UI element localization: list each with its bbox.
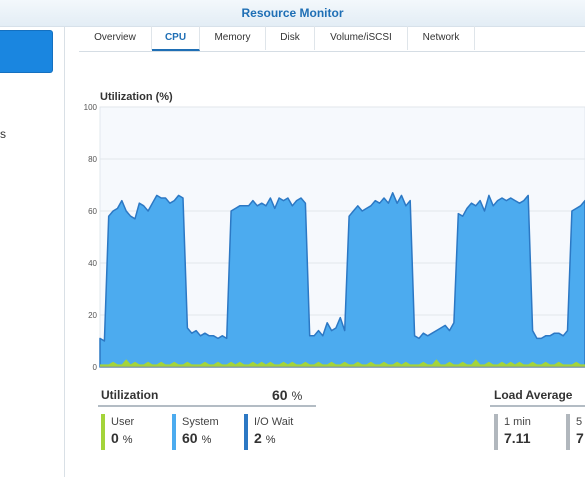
utilization-total-unit: %: [291, 389, 303, 403]
y-tick-label: 80: [88, 155, 97, 164]
tab-overview[interactable]: Overview: [79, 26, 152, 50]
user-color-bar: [101, 414, 105, 450]
sidebar-item-label[interactable]: s: [0, 127, 6, 141]
load-5min-value: 7: [576, 430, 584, 446]
utilization-divider: [98, 405, 316, 407]
metric-io-wait-value: 2%: [254, 430, 276, 446]
metric-system-unit: %: [201, 434, 212, 446]
load-1min: 1 min 7.11: [494, 414, 564, 450]
metric-user-label: User: [111, 416, 135, 428]
metric-io-wait-unit: %: [265, 434, 276, 446]
load-1min-bar: [494, 414, 498, 450]
utilization-total-value: 60: [272, 387, 288, 403]
load-5min-bar: [566, 414, 570, 450]
tab-volume-iscsi[interactable]: Volume/iSCSI: [315, 26, 408, 50]
load-1min-value: 7.11: [504, 430, 531, 446]
tab-cpu[interactable]: CPU: [152, 26, 200, 51]
metric-user-value: 0%: [111, 430, 133, 446]
y-tick-label: 60: [88, 207, 97, 216]
window-titlebar: Resource Monitor: [0, 0, 585, 27]
load-average-divider: [490, 405, 585, 407]
utilization-total: 60%: [272, 387, 302, 403]
utilization-title: Utilization: [101, 388, 159, 402]
system-color-bar: [172, 414, 176, 450]
metric-system-label: System: [182, 416, 219, 428]
y-tick-label: 40: [88, 259, 97, 268]
y-tick-label: 100: [84, 103, 98, 112]
metric-system-number: 60: [182, 430, 198, 446]
metric-system: System 60%: [172, 414, 242, 450]
metric-io-wait-number: 2: [254, 430, 262, 446]
metric-system-value: 60%: [182, 430, 211, 446]
tab-memory[interactable]: Memory: [200, 26, 266, 50]
load-5min-label: 5: [576, 416, 583, 428]
metric-io-wait-label: I/O Wait: [254, 416, 294, 428]
series-system-area: [99, 192, 585, 368]
metric-user-unit: %: [122, 434, 133, 446]
y-tick-label: 20: [88, 311, 97, 320]
load-5min: 5 7: [566, 414, 585, 450]
series-user-area: [100, 359, 585, 367]
metric-io-wait: I/O Wait 2%: [244, 414, 314, 450]
io-wait-color-bar: [244, 414, 248, 450]
sidebar-active-item[interactable]: [0, 30, 53, 73]
tab-network[interactable]: Network: [408, 26, 475, 50]
sidebar: s: [0, 27, 65, 477]
load-average-title: Load Average: [494, 388, 573, 402]
load-1min-label: 1 min: [504, 416, 531, 428]
metric-user: User 0%: [101, 414, 171, 450]
y-tick-label: 0: [93, 363, 98, 372]
tab-disk[interactable]: Disk: [266, 26, 315, 50]
window-title: Resource Monitor: [241, 6, 344, 20]
tab-bar: Overview CPU Memory Disk Volume/iSCSI Ne…: [79, 26, 585, 52]
chart-title: Utilization (%): [100, 91, 173, 103]
cpu-utilization-chart: 0 20 40 60 80 100: [84, 103, 585, 372]
metric-user-number: 0: [111, 430, 119, 446]
